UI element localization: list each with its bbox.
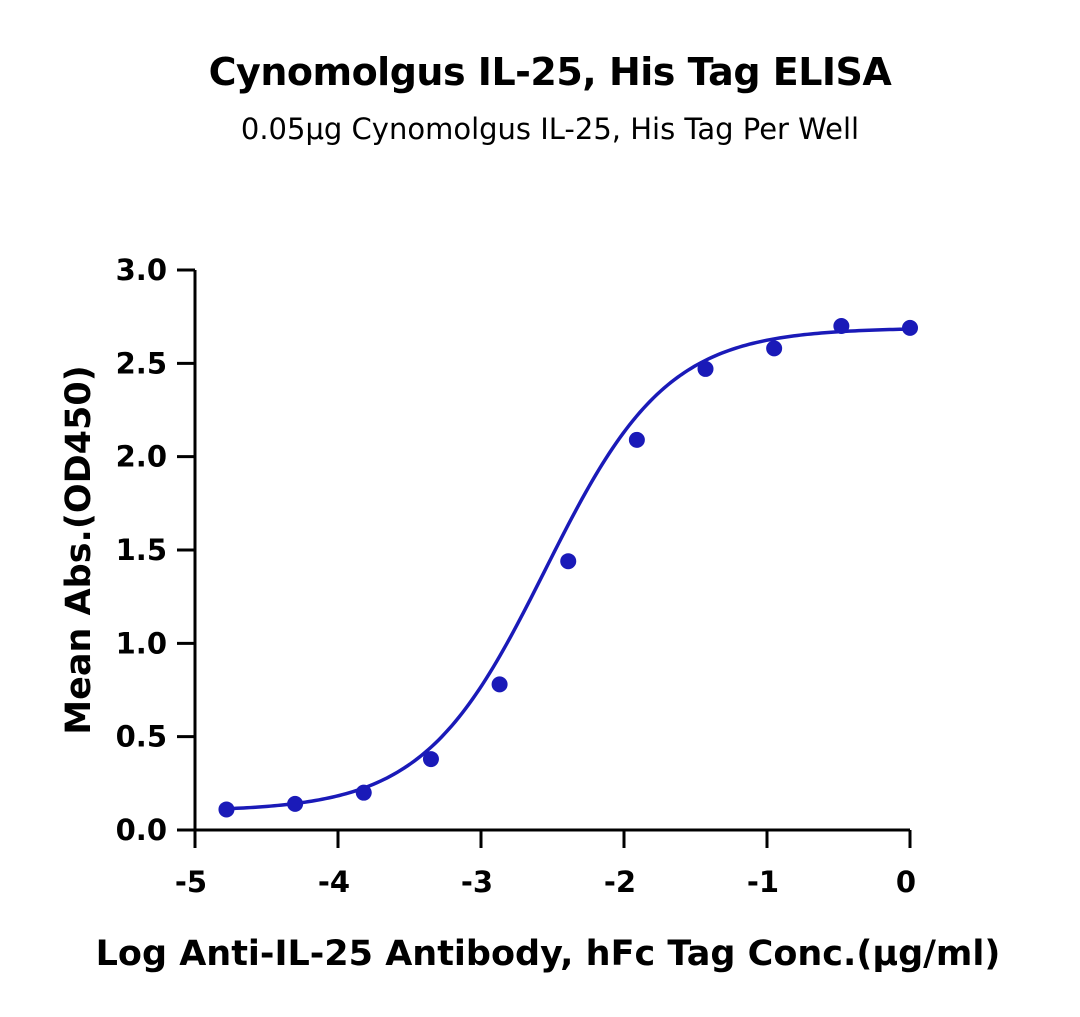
data-point [902, 319, 918, 336]
chart-title: Cynomolgus IL-25, His Tag ELISA [208, 50, 892, 94]
y-tick-label: 2.5 [116, 346, 167, 380]
x-tick-label: -3 [461, 865, 493, 899]
x-tick-label: -4 [318, 865, 350, 899]
chart-subtitle: 0.05μg Cynomolgus IL-25, His Tag Per Wel… [240, 112, 860, 146]
data-point [491, 676, 508, 693]
data-point [697, 360, 714, 377]
y-axis-label: Mean Abs.(OD450) [59, 365, 99, 734]
y-tick-label: 0.5 [116, 720, 167, 754]
y-tick-label: 0.0 [116, 813, 167, 847]
data-point [833, 318, 850, 334]
y-tick-label: 3.0 [116, 253, 167, 287]
data-point [766, 340, 783, 357]
x-tick-label: -1 [747, 865, 779, 899]
data-point [422, 751, 439, 768]
x-ticks: -5 -4 -3 -2 -1 0 [175, 830, 916, 899]
y-tick-label: 1.0 [116, 626, 167, 660]
x-axis-label: Log Anti-IL-25 Antibody, hFc Tag Conc.(μ… [96, 934, 1001, 974]
x-tick-label: -5 [175, 865, 207, 899]
y-tick-label: 1.5 [116, 533, 167, 567]
fit-curve [226, 327, 911, 811]
data-point [287, 795, 304, 812]
data-point [628, 431, 645, 448]
y-tick-label: 2.0 [116, 440, 167, 474]
data-point [560, 553, 577, 570]
data-point [355, 784, 372, 801]
x-tick-label: 0 [896, 865, 916, 899]
data-point [218, 801, 235, 818]
x-tick-label: -2 [604, 865, 636, 899]
y-ticks: 0.0 0.5 1.0 1.5 2.0 2.5 3.0 [116, 253, 195, 847]
data-points [218, 318, 918, 818]
